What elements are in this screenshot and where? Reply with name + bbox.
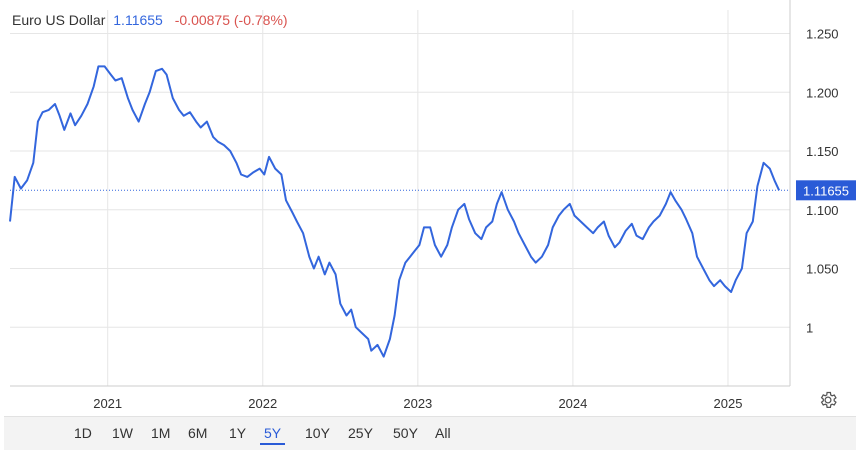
range-button-25y[interactable]: 25Y xyxy=(344,421,377,445)
current-price: 1.11655 xyxy=(113,12,163,28)
y-tick-label: 1.100 xyxy=(806,203,839,218)
range-button-50y[interactable]: 50Y xyxy=(389,421,422,445)
x-tick-label: 2022 xyxy=(248,396,277,411)
range-button-10y[interactable]: 10Y xyxy=(301,421,334,445)
range-button-all[interactable]: All xyxy=(431,421,455,445)
price-change: -0.00875 (-0.78%) xyxy=(174,12,288,28)
price-series-line xyxy=(9,65,781,358)
x-tick-label: 2024 xyxy=(558,396,587,411)
range-button-6m[interactable]: 6M xyxy=(184,421,211,445)
x-tick-label: 2021 xyxy=(93,396,122,411)
range-button-1y[interactable]: 1Y xyxy=(225,421,250,445)
instrument-header: Euro US Dollar 1.11655 -0.00875 (-0.78%) xyxy=(12,12,288,28)
current-value-label: 1.11655 xyxy=(803,183,849,198)
price-chart[interactable]: 1.250 1.200 1.150 1.100 1.050 1 2021 2022 2023 20… xyxy=(0,0,862,416)
x-tick-label: 2023 xyxy=(403,396,432,411)
y-tick-label: 1.200 xyxy=(806,85,839,100)
y-tick-label: 1.050 xyxy=(806,262,839,277)
instrument-name: Euro US Dollar xyxy=(12,12,106,28)
y-tick-label: 1 xyxy=(806,320,813,335)
range-button-5y[interactable]: 5Y xyxy=(260,421,286,445)
x-tick-label: 2025 xyxy=(714,396,743,411)
range-button-1d[interactable]: 1D xyxy=(70,421,96,445)
current-value-badge xyxy=(796,180,856,201)
range-button-1w[interactable]: 1W xyxy=(108,421,137,445)
y-tick-label: 1.250 xyxy=(806,27,839,42)
gear-icon[interactable] xyxy=(818,390,838,410)
range-button-1m[interactable]: 1M xyxy=(147,421,174,445)
y-tick-label: 1.150 xyxy=(806,144,839,159)
range-toolbar: 1D 1W 1M 6M 1Y 5Y 10Y 25Y 50Y All xyxy=(4,416,856,450)
